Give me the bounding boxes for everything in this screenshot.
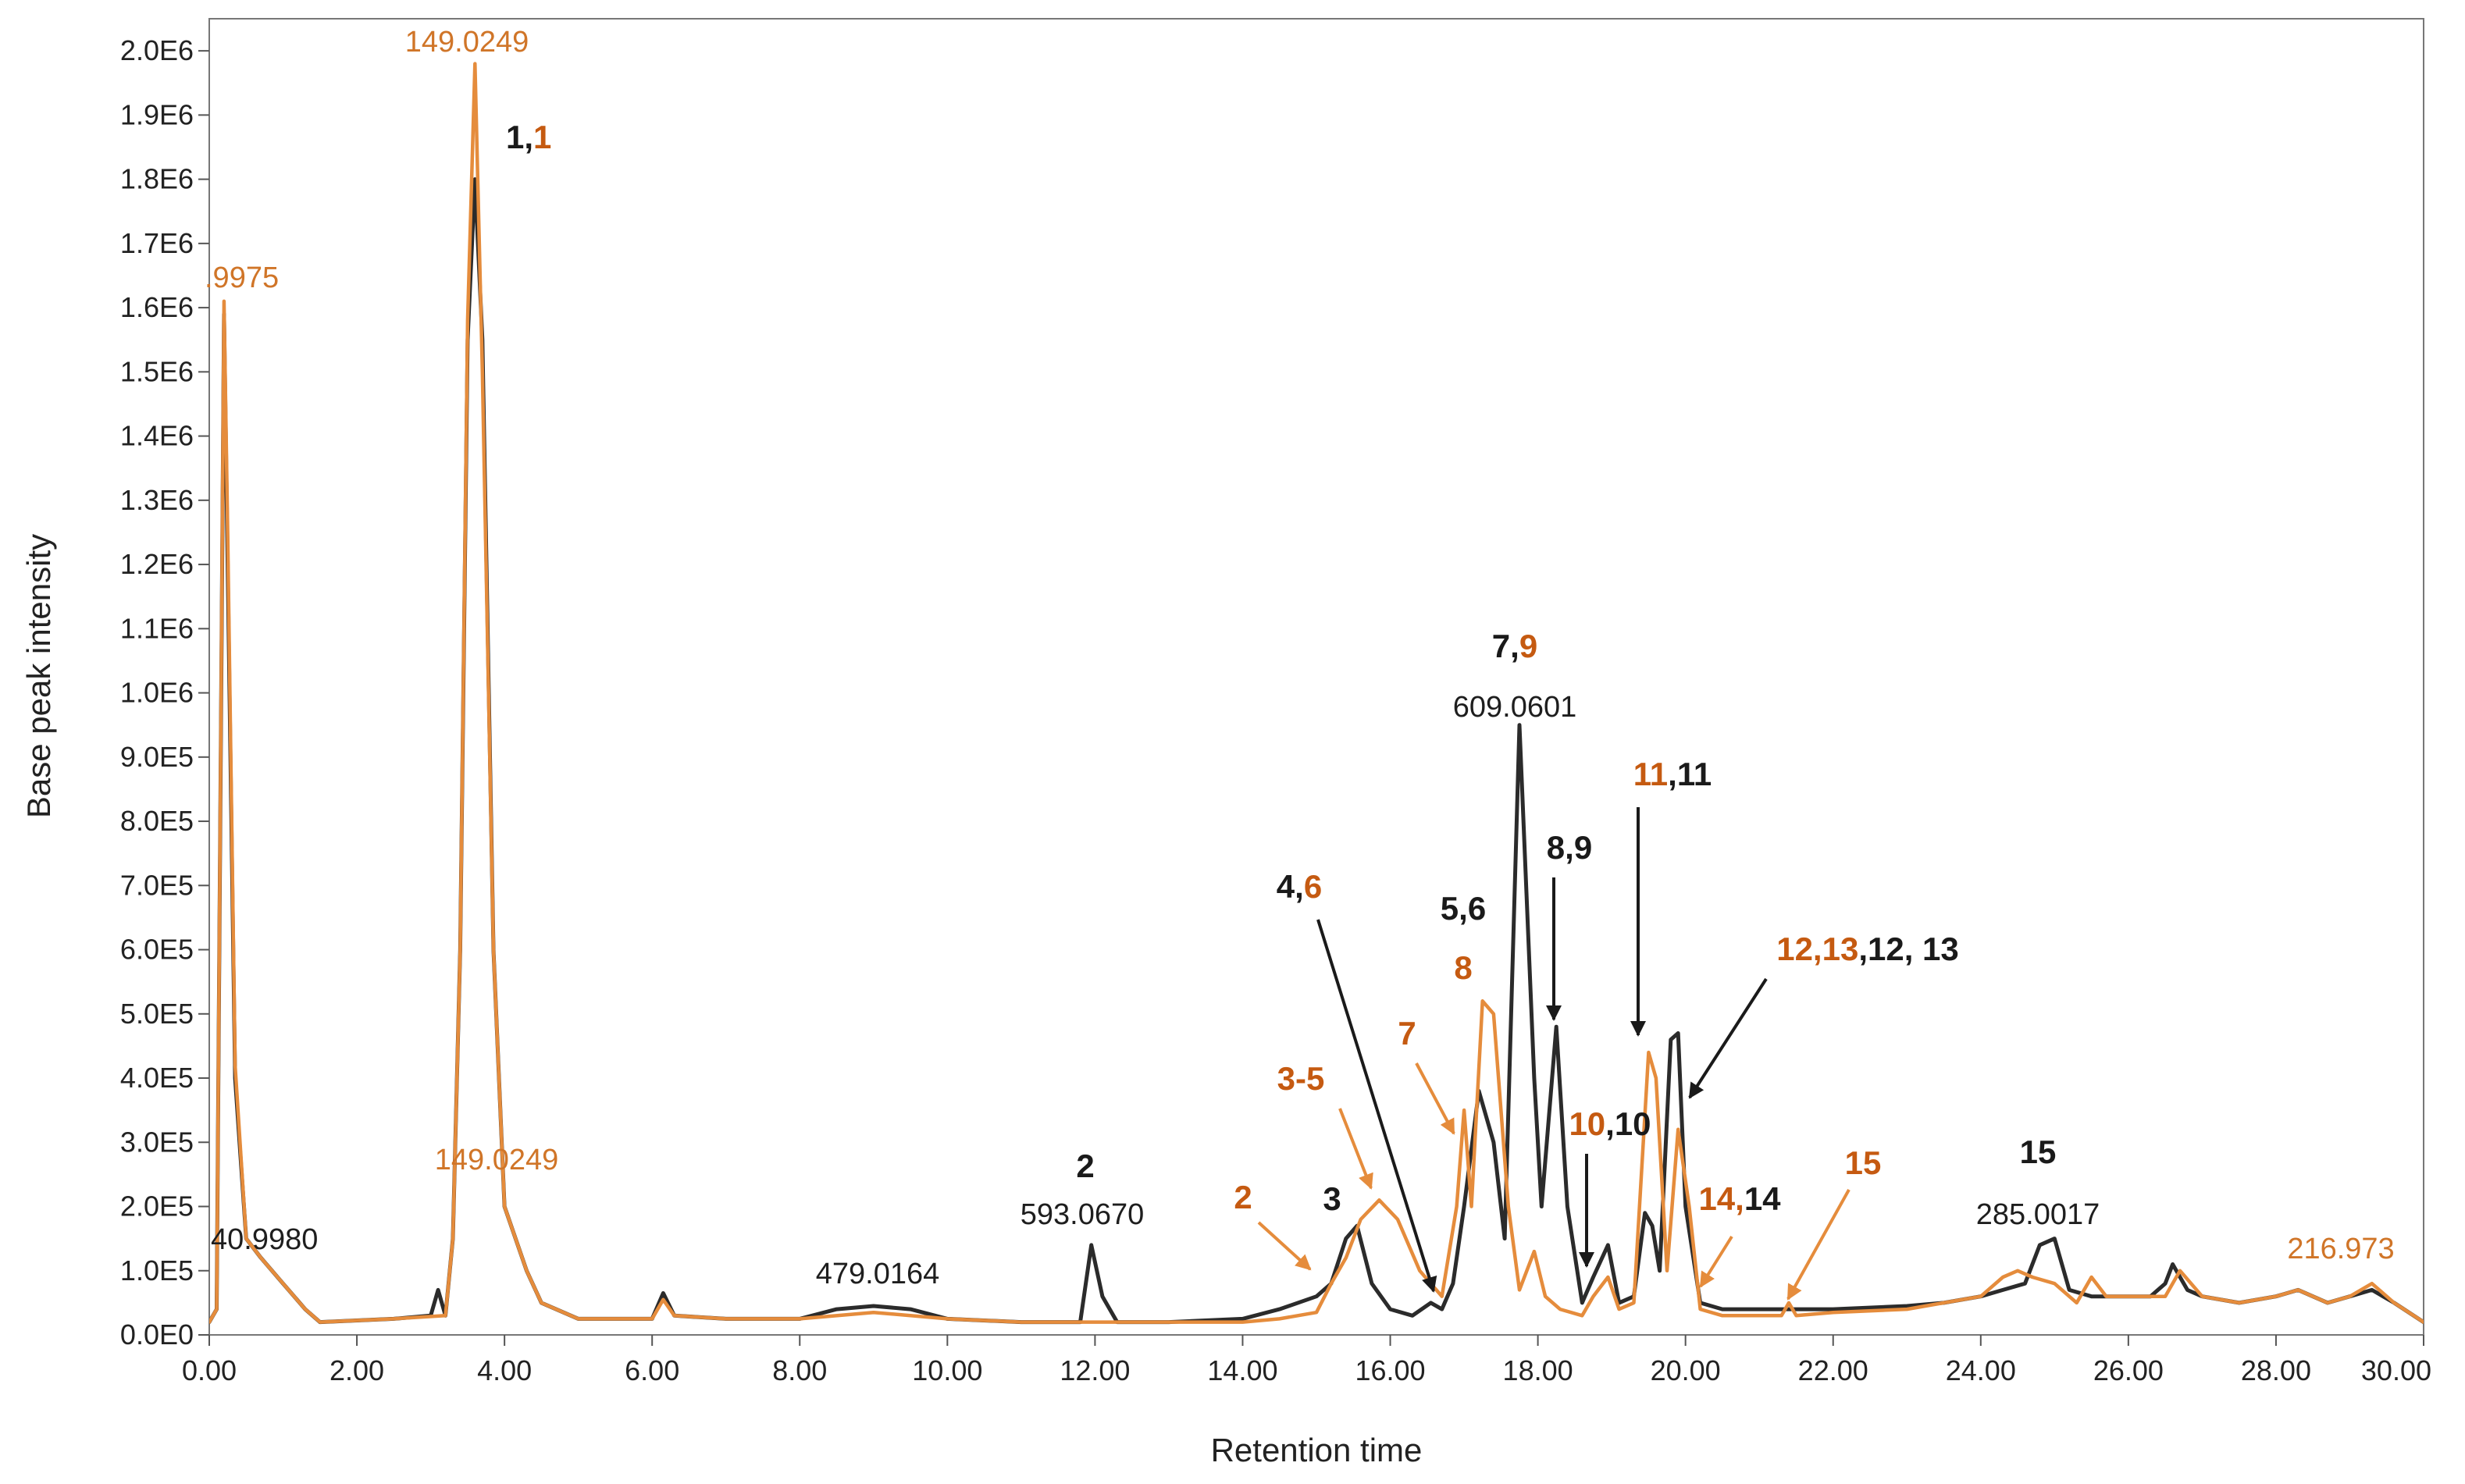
x-tick-label: 24.00 — [1946, 1354, 2016, 1386]
mz-annotations: 149.0249 .9975 149.0249 40.9980 479.0164… — [205, 26, 2395, 1290]
peak-label: 14,14 — [1698, 1180, 1781, 1217]
y-tick-label: 5.0E5 — [120, 998, 194, 1030]
peak-label: 15 — [2020, 1133, 2057, 1170]
x-tick-label: 20.00 — [1651, 1354, 1721, 1386]
x-tick-label: 30.00 — [2361, 1354, 2431, 1386]
series-layer — [209, 62, 2424, 1325]
peak-label: 4,6 — [1277, 868, 1322, 905]
peak-label: 10,10 — [1569, 1105, 1651, 1142]
y-tick-label: 1.5E6 — [120, 355, 194, 387]
x-axis-title: Retention time — [1211, 1432, 1423, 1468]
x-tick-label: 16.00 — [1355, 1354, 1425, 1386]
x-tick-label: 28.00 — [2241, 1354, 2311, 1386]
peak-label: 2 — [1234, 1179, 1252, 1215]
peak-label: 7,9 — [1492, 628, 1537, 664]
y-tick-label: 1.9E6 — [120, 98, 194, 130]
y-tick-label: 1.3E6 — [120, 484, 194, 516]
arrow-4-6 — [1316, 919, 1437, 1293]
peak-label: 8,9 — [1547, 829, 1592, 866]
y-tick-label: 1.7E6 — [120, 227, 194, 259]
mz-annotation: 285.0017 — [1976, 1198, 2100, 1231]
y-tick-label: 2.0E5 — [120, 1190, 194, 1222]
mz-annotation: 149.0249 — [405, 26, 529, 59]
peak-label: 11,11 — [1633, 756, 1712, 792]
x-tick-label: 6.00 — [625, 1354, 679, 1386]
arrow-orange-7 — [1415, 1062, 1455, 1135]
peak-label: 7 — [1398, 1015, 1416, 1052]
y-tick-label: 4.0E5 — [120, 1062, 194, 1094]
y-tick-label: 1.2E6 — [120, 548, 194, 580]
peak-label: 8 — [1454, 949, 1472, 986]
y-tick-label: 1.8E6 — [120, 163, 194, 195]
peak-label: 1,1 — [506, 119, 551, 155]
x-tick-label: 0.00 — [182, 1354, 237, 1386]
peak-label: 15 — [1845, 1144, 1882, 1181]
y-tick-label: 0.0E0 — [120, 1319, 194, 1351]
x-axis: 0.00 2.00 4.00 6.00 8.00 10.00 12.00 14.00 16.00… — [182, 1335, 2431, 1386]
mz-annotation: 609.0601 — [1453, 691, 1577, 724]
mz-annotation: 593.0670 — [1021, 1198, 1145, 1231]
peak-label: 2 — [1076, 1148, 1094, 1184]
y-tick-label: 3.0E5 — [120, 1126, 194, 1158]
arrow-orange-3-5 — [1338, 1108, 1373, 1190]
y-tick-label: 1.6E6 — [120, 291, 194, 323]
x-tick-label: 10.00 — [912, 1354, 982, 1386]
x-tick-label: 12.00 — [1060, 1354, 1130, 1386]
y-tick-label: 7.0E5 — [120, 869, 194, 901]
y-tick-label: 9.0E5 — [120, 741, 194, 773]
y-tick-label: 6.0E5 — [120, 934, 194, 966]
x-tick-label: 26.00 — [2093, 1354, 2164, 1386]
mz-annotation: 216.973 — [2287, 1233, 2394, 1265]
peak-label: 3-5 — [1277, 1060, 1325, 1097]
peak-arrows — [1257, 807, 1851, 1301]
peak-label: 3 — [1323, 1180, 1341, 1217]
arrow-orange-15 — [1786, 1189, 1851, 1301]
x-tick-label: 18.00 — [1503, 1354, 1573, 1386]
peak-label: 5,6 — [1441, 890, 1486, 927]
mz-annotation: .9975 — [205, 262, 279, 294]
x-tick-label: 8.00 — [772, 1354, 827, 1386]
arrow-orange-14 — [1699, 1235, 1733, 1288]
mz-annotation: 479.0164 — [816, 1258, 940, 1290]
x-tick-label: 2.00 — [329, 1354, 384, 1386]
y-axis: 0.0E0 1.0E5 2.0E5 3.0E5 4.0E5 5.0E5 6.0E5 7.0E5… — [120, 34, 209, 1351]
x-tick-label: 14.00 — [1207, 1354, 1277, 1386]
arrow-orange-2 — [1257, 1221, 1312, 1271]
plot-frame — [208, 18, 2424, 1336]
mz-annotation: 40.9980 — [211, 1223, 318, 1256]
y-tick-label: 1.0E5 — [120, 1254, 194, 1286]
x-tick-label: 4.00 — [477, 1354, 532, 1386]
y-axis-title: Base peak intensity — [20, 534, 57, 818]
y-tick-label: 1.4E6 — [120, 420, 194, 452]
y-tick-label: 8.0E5 — [120, 805, 194, 837]
peak-labels: 1,1 2 2 3 3-5 4,6 7 5,6 8 7,9 8,9 10,10 … — [506, 119, 2056, 1217]
peak-label: 12,13,12, 13 — [1776, 931, 1959, 967]
arrow-12-13 — [1688, 977, 1768, 1099]
y-tick-label: 1.0E6 — [120, 677, 194, 709]
y-tick-label: 2.0E6 — [120, 34, 194, 66]
mz-annotation: 149.0249 — [435, 1144, 559, 1176]
x-tick-label: 22.00 — [1798, 1354, 1868, 1386]
y-tick-label: 1.1E6 — [120, 612, 194, 644]
series-line-orange — [209, 62, 2424, 1324]
